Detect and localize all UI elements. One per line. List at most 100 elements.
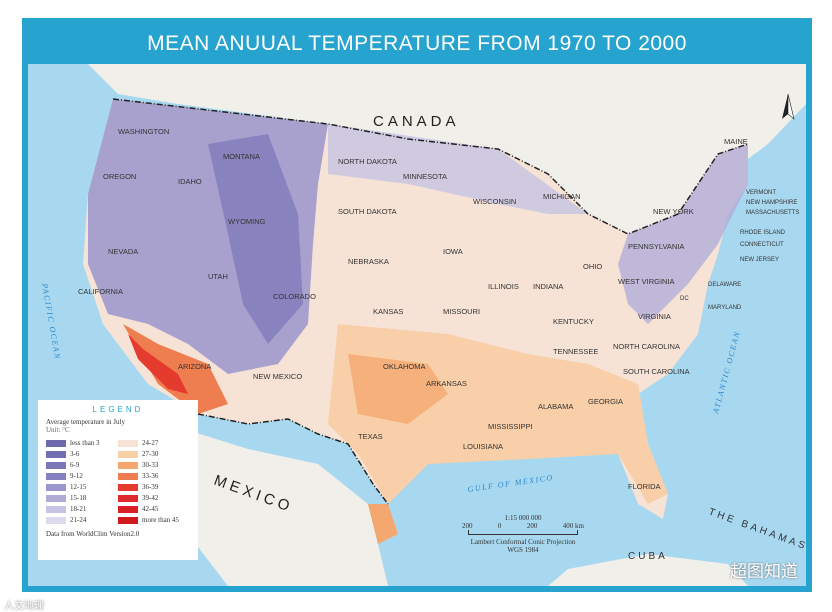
- legend-items: less than 3 24-27 3-6 27-30 6-9 30-33 9-12 33-3…: [46, 439, 190, 524]
- state-label: VIRGINIA: [638, 312, 671, 321]
- legend-label: 21-24: [70, 516, 87, 524]
- legend-label: 36-39: [142, 483, 159, 491]
- state-label: NEW MEXICO: [253, 372, 302, 381]
- state-label: UTAH: [208, 272, 228, 281]
- state-label: WASHINGTON: [118, 127, 169, 136]
- legend-label: 24-27: [142, 439, 159, 447]
- legend-label: 27-30: [142, 450, 159, 458]
- state-label: TENNESSEE: [553, 347, 598, 356]
- state-label: DC: [680, 296, 689, 302]
- state-label: ILLINOIS: [488, 282, 519, 291]
- legend-label: 18-21: [70, 505, 87, 513]
- state-label: WYOMING: [228, 217, 266, 226]
- map-area: MEAN ANUUAL TEMPERATURE FROM 1970 TO 200…: [28, 24, 806, 586]
- legend-label: 9-12: [70, 472, 83, 480]
- state-label: SOUTH DAKOTA: [338, 207, 397, 216]
- state-label: FLORIDA: [628, 482, 661, 491]
- legend-item: 3-6: [46, 450, 118, 458]
- desert-southwest-region: [123, 324, 228, 414]
- legend-label: 30-33: [142, 461, 159, 469]
- legend-swatch: [118, 461, 138, 469]
- country-label-canada: CANADA: [373, 113, 460, 130]
- state-label: CONNECTICUT: [740, 242, 784, 248]
- state-label: NORTH DAKOTA: [338, 157, 397, 166]
- map-frame: MEAN ANUUAL TEMPERATURE FROM 1970 TO 200…: [22, 18, 812, 592]
- state-label: MASSACHUSETTS: [746, 210, 799, 216]
- country-label-cuba: CUBA: [628, 551, 668, 562]
- watermark-left: 人文地理: [4, 601, 44, 612]
- legend-swatch: [46, 450, 66, 458]
- legend-swatch: [46, 505, 66, 513]
- ocean-label-gulf: GULF OF MEXICO: [467, 473, 554, 494]
- ocean-label-pacific: PACIFIC OCEAN: [40, 282, 62, 361]
- legend-item: 30-33: [118, 461, 190, 469]
- legend-swatch: [46, 494, 66, 502]
- state-label: COLORADO: [273, 292, 316, 301]
- state-label: TEXAS: [358, 432, 383, 441]
- state-label: MISSOURI: [443, 307, 480, 316]
- state-label: MAINE: [724, 137, 748, 146]
- state-label: ARKANSAS: [426, 379, 467, 388]
- legend-label: 42-45: [142, 505, 159, 513]
- legend-swatch: [46, 439, 66, 447]
- north-arrow-icon: [782, 93, 795, 120]
- state-label: ALABAMA: [538, 402, 573, 411]
- state-label: VERMONT: [746, 190, 776, 196]
- scale-line: [468, 530, 578, 535]
- state-label: NORTH CAROLINA: [613, 342, 680, 351]
- state-label: NEW YORK: [653, 207, 694, 216]
- scale-tick: 200: [526, 522, 538, 530]
- legend-item: 6-9: [46, 461, 118, 469]
- legend-swatch: [118, 450, 138, 458]
- legend-swatch: [118, 516, 138, 524]
- legend-label: 3-6: [70, 450, 80, 458]
- state-label: LOUISIANA: [463, 442, 503, 451]
- scale-tick: 400 km: [562, 522, 584, 530]
- map-canvas: WASHINGTON OREGON CALIFORNIA NEVADA IDAHO MON…: [40, 64, 806, 586]
- legend-label: 33-36: [142, 472, 159, 480]
- legend-swatch: [46, 516, 66, 524]
- state-label: WEST VIRGINIA: [618, 277, 675, 286]
- legend-item: 15-18: [46, 494, 118, 502]
- legend-item: 12-15: [46, 483, 118, 491]
- northeast-region: [618, 144, 748, 324]
- legend-swatch: [118, 472, 138, 480]
- state-label: OHIO: [583, 262, 602, 271]
- state-label: IOWA: [443, 247, 463, 256]
- state-label: KENTUCKY: [553, 317, 594, 326]
- us-border: [112, 98, 749, 235]
- legend-item: 18-21: [46, 505, 118, 513]
- scale-tick: 0: [497, 522, 502, 530]
- state-label: MARYLAND: [708, 305, 742, 311]
- state-label: DELAWARE: [708, 282, 741, 288]
- state-label: OKLAHOMA: [383, 362, 426, 371]
- rockies-region: [208, 134, 303, 344]
- ocean-label-atlantic: ATLANTIC OCEAN: [711, 330, 742, 416]
- legend-label: 6-9: [70, 461, 80, 469]
- texas-hot-region: [348, 354, 448, 424]
- state-label: GEORGIA: [588, 397, 623, 406]
- legend-swatch: [118, 494, 138, 502]
- scale-bar: 1:15 000 000 200 0 200 400 km Lambert Co…: [448, 514, 598, 554]
- legend-unit: Unit: °C: [46, 426, 70, 434]
- country-label-bahamas: THE BAHAMAS: [707, 506, 806, 552]
- state-label: OREGON: [103, 172, 136, 181]
- legend-item: 42-45: [118, 505, 190, 513]
- scale-ratio: 1:15 000 000: [504, 514, 542, 522]
- legend-swatch: [46, 483, 66, 491]
- state-label: MICHIGAN: [543, 192, 581, 201]
- legend-item: 39-42: [118, 494, 190, 502]
- legend-swatch: [118, 483, 138, 491]
- canada-land: [88, 64, 806, 234]
- legend-item: less than 3: [46, 439, 118, 447]
- mexico-land: [158, 424, 388, 586]
- texas-border-region: [368, 504, 398, 544]
- state-label: PENNSYLVANIA: [628, 242, 684, 251]
- map-title: MEAN ANUUAL TEMPERATURE FROM 1970 TO 200…: [28, 24, 806, 64]
- legend-item: more than 45: [118, 516, 190, 524]
- legend-swatch: [118, 505, 138, 513]
- desert-hottest-region: [128, 334, 188, 394]
- cuba-land: [548, 554, 748, 586]
- legend-swatch: [118, 439, 138, 447]
- state-label: KANSAS: [373, 307, 403, 316]
